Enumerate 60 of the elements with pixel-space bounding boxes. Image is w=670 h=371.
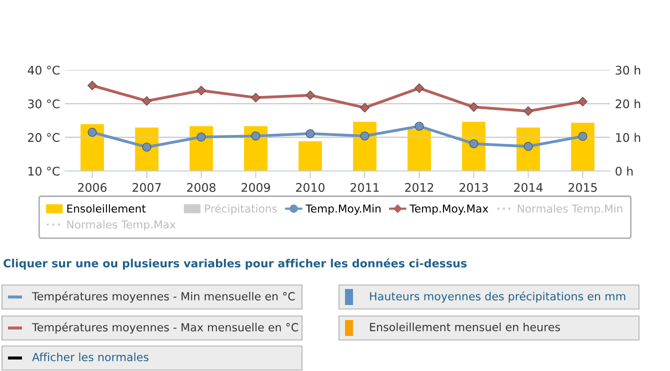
- point: [196, 86, 206, 96]
- y-tick-label: 40 °C: [28, 66, 60, 75]
- bar: [460, 120, 487, 171]
- text: Afficher les normales: [32, 352, 148, 362]
- point: [524, 142, 533, 151]
- point: [469, 139, 478, 148]
- point: [196, 132, 206, 142]
- x-tick-label: 2006: [78, 183, 107, 192]
- legend-label: Normales Temp.Max: [67, 220, 176, 231]
- point: [578, 132, 588, 141]
- text: Hauteurs moyennes des précipitations en mm: [370, 291, 626, 303]
- text: Cliquer sur une ou plusieurs variables pour afficher les données ci-dessus: [4, 258, 467, 270]
- legend-label: Temp.Moy.Max: [410, 204, 488, 215]
- legend-label: Normales Temp.Min: [518, 204, 622, 215]
- y-tick-label: 20 °C: [28, 133, 60, 142]
- text: Températures moyennes - Max mensuelle en °C: [32, 322, 298, 334]
- point: [523, 106, 534, 116]
- point: [306, 129, 315, 138]
- x-tick-label: 2012: [405, 183, 434, 192]
- bar: [134, 126, 160, 171]
- text: Températures moyennes - Min mensuelle en °C: [32, 291, 295, 303]
- legend-label: Ensoleillement: [67, 204, 146, 213]
- point: [305, 90, 316, 100]
- legend-label: Temp.Moy.Min: [306, 204, 381, 215]
- point: [468, 102, 479, 112]
- y2-tick-label: 10 h: [616, 132, 640, 142]
- point: [578, 96, 588, 106]
- point: [88, 128, 97, 137]
- x-tick-label: 2008: [187, 183, 216, 192]
- x-tick-label: 2009: [242, 183, 270, 192]
- point: [360, 131, 370, 141]
- point: [251, 131, 260, 141]
- point: [414, 83, 424, 93]
- legend-label: Précipitations: [205, 204, 277, 215]
- bar: [352, 120, 378, 171]
- bar: [297, 140, 324, 171]
- bar: [188, 124, 214, 171]
- bar: [79, 122, 106, 171]
- bar: [406, 128, 432, 171]
- y2-tick-label: 0 h: [616, 166, 633, 176]
- x-tick-label: 2013: [460, 183, 488, 192]
- y2-tick-label: 20 h: [616, 99, 640, 108]
- y2-tick-label: 30 h: [616, 66, 640, 75]
- x-tick-label: 2011: [350, 183, 379, 192]
- point: [142, 142, 152, 152]
- x-tick-label: 2014: [514, 183, 543, 192]
- bar: [515, 126, 542, 171]
- point: [360, 102, 370, 112]
- text: Ensoleillement mensuel en heures: [370, 322, 560, 332]
- point: [250, 92, 261, 102]
- x-tick-label: 2015: [568, 183, 597, 192]
- y-tick-label: 10 °C: [28, 166, 60, 176]
- x-tick-label: 2007: [132, 183, 161, 192]
- point: [142, 96, 152, 106]
- y-tick-label: 30 °C: [28, 99, 60, 108]
- bar: [242, 124, 269, 171]
- point: [414, 122, 424, 131]
- point: [87, 80, 98, 90]
- bar: [570, 122, 596, 171]
- x-tick-label: 2010: [296, 183, 324, 192]
